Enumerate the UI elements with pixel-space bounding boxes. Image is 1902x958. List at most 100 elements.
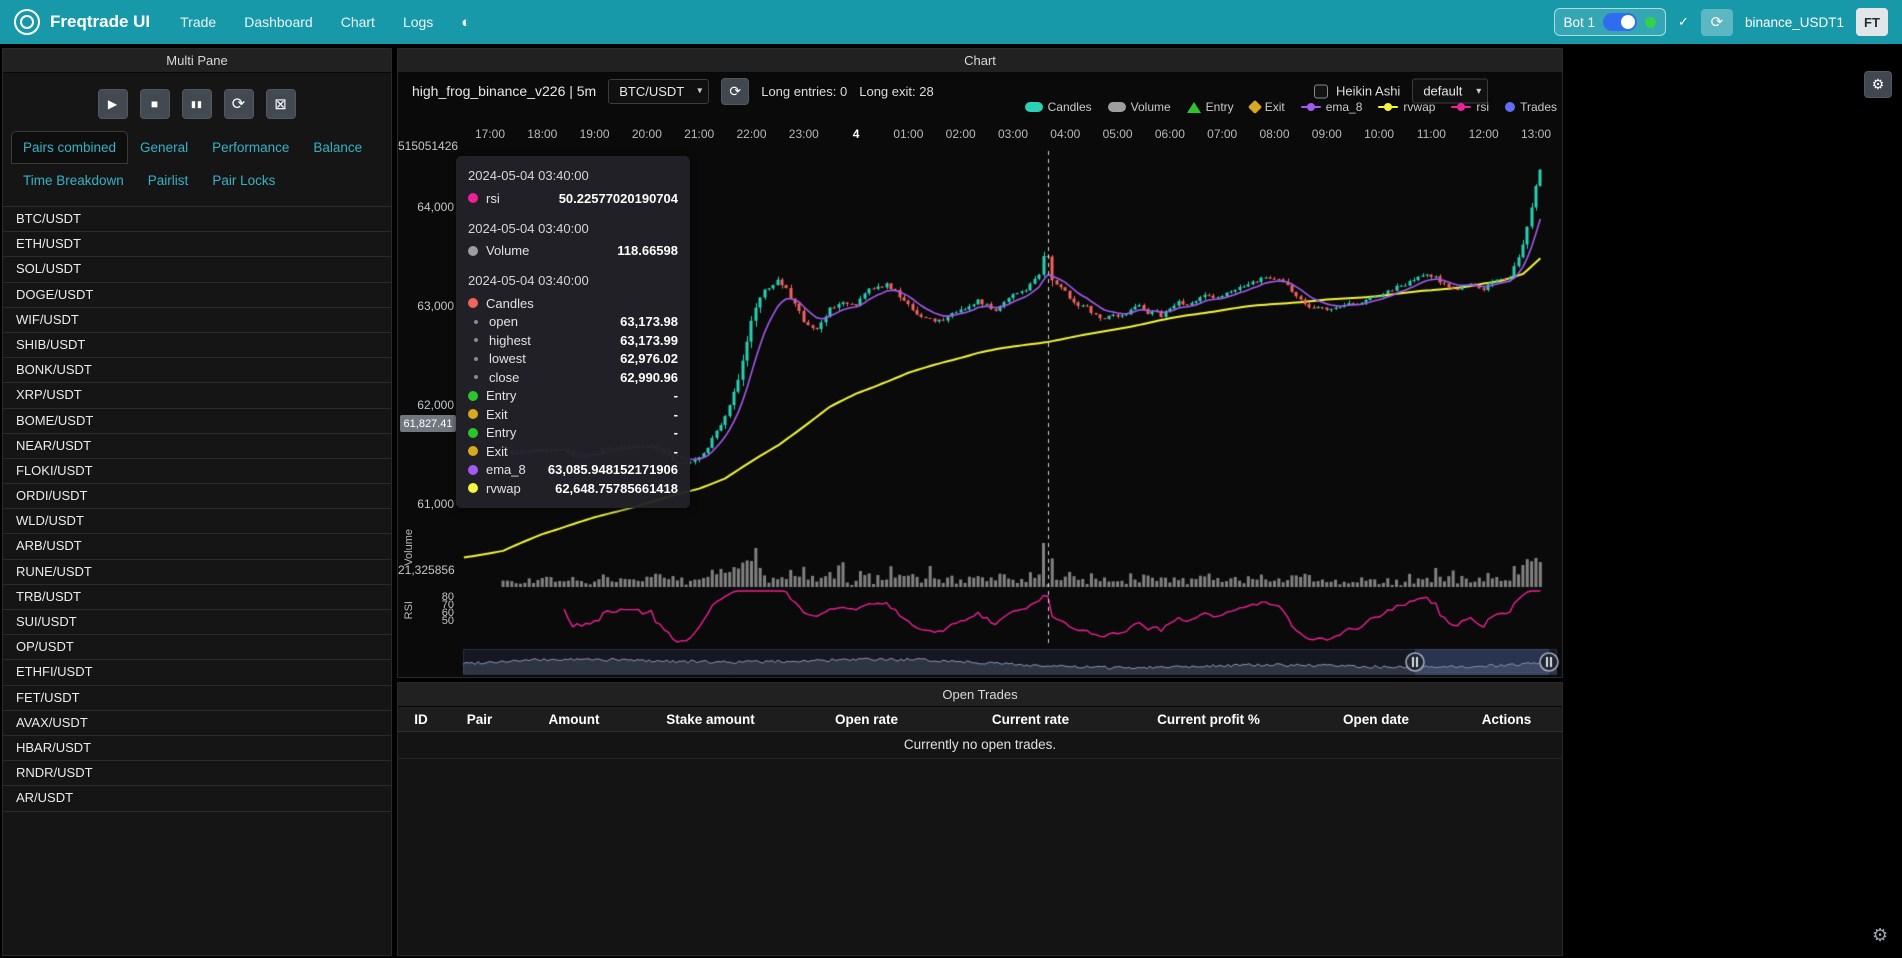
heikin-ashi-checkbox[interactable] [1314, 84, 1328, 98]
exit-dot-icon [468, 446, 478, 457]
nav-link-trade[interactable]: Trade [180, 14, 217, 30]
stop-button[interactable]: ■ [140, 89, 170, 119]
brand[interactable]: Freqtrade UI [14, 9, 150, 35]
legend-rvwap[interactable]: rvwap [1378, 100, 1435, 114]
tab-pairlist[interactable]: Pairlist [147, 173, 189, 188]
pair-row[interactable]: HBAR/USDT [3, 736, 391, 762]
pair-row[interactable]: RNDR/USDT [3, 761, 391, 787]
tooltip-label: Entry [486, 425, 517, 441]
pair-row[interactable]: WIF/USDT [3, 308, 391, 333]
pair-row[interactable]: ARB/USDT [3, 534, 391, 560]
candles-dot-icon [468, 298, 478, 309]
pause-button[interactable]: ▮▮ [182, 89, 212, 119]
pair-row[interactable]: FET/USDT [3, 686, 391, 711]
legend-label: rsi [1476, 100, 1490, 114]
col-open-date: Open date [1301, 707, 1451, 732]
bot-online-toggle[interactable] [1603, 13, 1638, 31]
rvwap-marker-icon [1378, 103, 1399, 111]
tooltip-row: rvwap 62,648.75785661418 [468, 479, 678, 498]
legend-candles[interactable]: Candles [1024, 100, 1092, 114]
pair-row[interactable]: SHIB/USDT [3, 333, 391, 359]
tab-performance[interactable]: Performance [212, 140, 290, 155]
pair-row[interactable]: ETH/USDT [3, 232, 391, 258]
pair-row[interactable]: ORDI/USDT [3, 484, 391, 510]
pair-row[interactable]: SUI/USDT [3, 610, 391, 636]
tooltip-value: 63,085.948152171906 [547, 462, 678, 478]
sub-dot-icon [474, 319, 478, 324]
strategy-label: high_frog_binance_v226 | 5m [412, 83, 597, 99]
tooltip-value: - [673, 425, 678, 441]
tooltip-label: Entry [486, 388, 517, 404]
pair-row[interactable]: FLOKI/USDT [3, 459, 391, 485]
pair-row[interactable]: TRB/USDT [3, 585, 391, 610]
datazoom-slider[interactable] [463, 649, 1557, 675]
tab-time-breakdown[interactable]: Time Breakdown [23, 173, 124, 188]
pair-select[interactable]: BTC/USDT [608, 78, 710, 104]
navbar-right: Bot 1 ✓ ⟳ binance_USDT1 FT [1553, 8, 1888, 36]
bot-selector[interactable]: Bot 1 [1553, 8, 1667, 36]
legend-rsi[interactable]: rsi [1451, 100, 1489, 114]
tab-general[interactable]: General [140, 140, 189, 155]
long-exit-label: Long exit: 28 [859, 83, 934, 99]
y-tick: 63,000 [417, 299, 454, 313]
x-tick: 11:00 [1416, 127, 1446, 141]
theme-toggle-icon[interactable]: ◐ [461, 13, 471, 31]
pair-row[interactable]: NEAR/USDT [3, 434, 391, 459]
candles-marker-icon [1024, 102, 1043, 112]
legend-trades[interactable]: Trades [1505, 100, 1557, 114]
x-tick: 09:00 [1311, 127, 1342, 141]
tooltip-label: rvwap [486, 480, 521, 496]
legend-ema_8[interactable]: ema_8 [1300, 100, 1363, 114]
legend-label: ema_8 [1325, 100, 1363, 114]
global-refresh-button[interactable]: ⟳ [1700, 8, 1733, 36]
pair-row[interactable]: OP/USDT [3, 635, 391, 661]
pair-row[interactable]: DOGE/USDT [3, 283, 391, 308]
tab-pairs-combined[interactable]: Pairs combined [11, 131, 129, 164]
legend-entry[interactable]: Entry [1186, 100, 1234, 114]
exit-dot-icon [468, 409, 478, 420]
pair-row[interactable]: BTC/USDT [3, 207, 391, 233]
sub-dot-icon [474, 356, 478, 361]
multi-pane-header: Multi Pane [3, 49, 391, 73]
volume-axis-title: Volume [403, 529, 415, 566]
y-tick: 515051426 [398, 139, 459, 153]
pair-row[interactable]: ETHFI/USDT [3, 660, 391, 686]
plot-config-select[interactable]: default [1412, 78, 1489, 104]
nav-link-dashboard[interactable]: Dashboard [244, 14, 313, 30]
layout-settings-button[interactable]: ⚙ [1864, 71, 1892, 98]
avatar[interactable]: FT [1856, 8, 1888, 36]
rsi-dot-icon [468, 193, 478, 204]
legend-exit[interactable]: Exit [1247, 99, 1285, 115]
reload-config-button[interactable]: ⟳ [224, 89, 254, 119]
col-pair: Pair [444, 707, 515, 732]
tab-pair-locks[interactable]: Pair Locks [212, 173, 276, 188]
pair-row[interactable]: AVAX/USDT [3, 711, 391, 736]
legend-volume[interactable]: Volume [1107, 100, 1171, 114]
settings-gear-icon[interactable]: ⚙ [1872, 925, 1889, 945]
y-tick: 61,000 [417, 497, 454, 511]
tab-balance[interactable]: Balance [313, 140, 363, 155]
cancel-open-orders-button[interactable]: ⊠ [266, 89, 296, 119]
pair-row[interactable]: AR/USDT [3, 786, 391, 812]
x-tick: 4 [852, 127, 860, 141]
tooltip-row: Exit - [468, 405, 678, 424]
col-id: ID [398, 707, 444, 732]
heikin-ashi-group: Heikin Ashi default ▾ [1314, 78, 1489, 104]
tooltip-label: rsi [486, 190, 500, 206]
pair-row[interactable]: XRP/USDT [3, 383, 391, 409]
long-entries-label: Long entries: 0 [761, 83, 848, 99]
pair-row[interactable]: BONK/USDT [3, 358, 391, 384]
x-tick: 21:00 [684, 127, 715, 141]
pair-row[interactable]: SOL/USDT [3, 257, 391, 283]
chart-refresh-button[interactable]: ⟳ [721, 77, 750, 105]
nav-link-chart[interactable]: Chart [340, 14, 375, 30]
entry-marker-icon [1186, 101, 1201, 113]
ema_8-dot-icon [468, 464, 478, 475]
pair-row[interactable]: WLD/USDT [3, 509, 391, 535]
tooltip-row: Volume 118.66598 [468, 242, 678, 261]
pair-row[interactable]: BOME/USDT [3, 409, 391, 434]
x-tick: 07:00 [1207, 127, 1238, 141]
nav-link-logs[interactable]: Logs [402, 14, 434, 30]
pair-row[interactable]: RUNE/USDT [3, 560, 391, 585]
start-button[interactable]: ▶ [98, 89, 128, 119]
